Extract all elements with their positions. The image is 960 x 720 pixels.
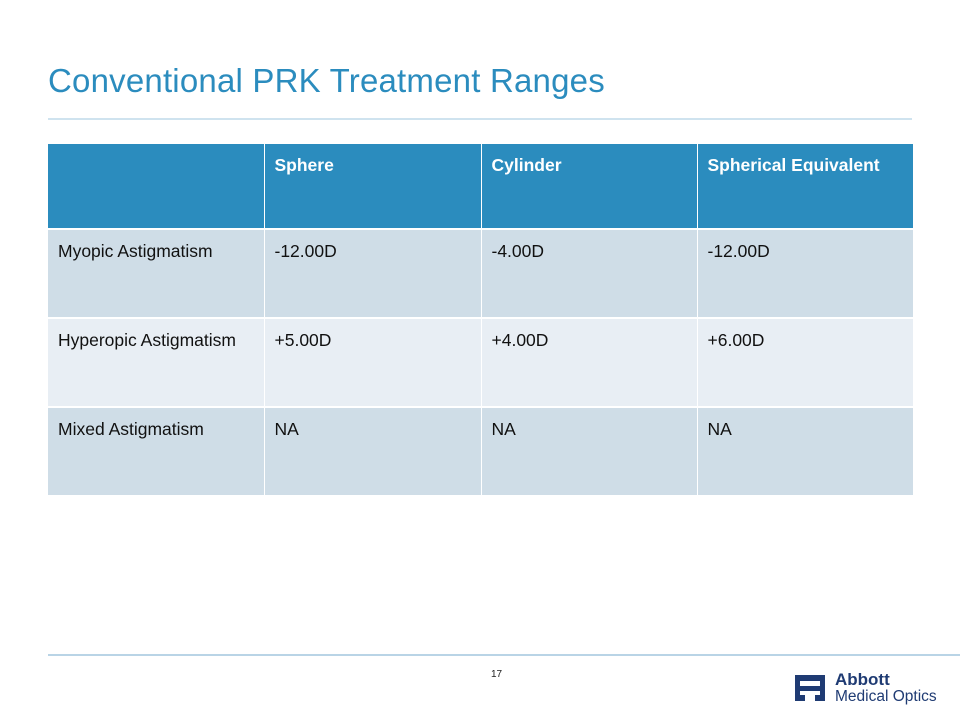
- abbott-logo-icon: [795, 675, 825, 701]
- cylinder-cell: NA: [480, 406, 697, 495]
- footer-divider: [48, 654, 960, 656]
- cylinder-cell: -4.00D: [480, 228, 697, 318]
- header-corner-cell: [48, 144, 264, 229]
- sphere-cell: NA: [263, 406, 481, 495]
- logo-wordmark-line1: Abbott: [835, 670, 890, 689]
- title-divider: [48, 118, 912, 120]
- slide-title: Conventional PRK Treatment Ranges: [48, 62, 605, 99]
- spherical-equivalent-cell: NA: [696, 406, 913, 495]
- cylinder-cell: +4.00D: [480, 317, 697, 407]
- row-label: Mixed Astigmatism: [48, 406, 264, 495]
- page-number: 17: [491, 669, 503, 680]
- table-row: Mixed Astigmatism NA NA NA: [48, 406, 913, 495]
- spherical-equivalent-cell: +6.00D: [696, 317, 913, 407]
- header-spherical-equivalent: Spherical Equivalent: [696, 144, 913, 229]
- sphere-cell: +5.00D: [263, 317, 481, 407]
- table-header-row: Sphere Cylinder Spherical Equivalent: [48, 144, 913, 229]
- abbott-logo: Abbott Medical Optics: [791, 669, 937, 709]
- spherical-equivalent-cell: -12.00D: [696, 228, 913, 318]
- sphere-cell: -12.00D: [263, 228, 481, 318]
- header-cylinder: Cylinder: [480, 144, 697, 229]
- treatment-ranges-table: Sphere Cylinder Spherical Equivalent Myo…: [48, 144, 913, 495]
- table-row: Hyperopic Astigmatism +5.00D +4.00D +6.0…: [48, 317, 913, 407]
- logo-wordmark-line2: Medical Optics: [835, 688, 937, 705]
- header-sphere: Sphere: [263, 144, 481, 229]
- row-label: Myopic Astigmatism: [48, 228, 264, 318]
- row-label: Hyperopic Astigmatism: [48, 317, 264, 407]
- table-row: Myopic Astigmatism -12.00D -4.00D -12.00…: [48, 228, 913, 318]
